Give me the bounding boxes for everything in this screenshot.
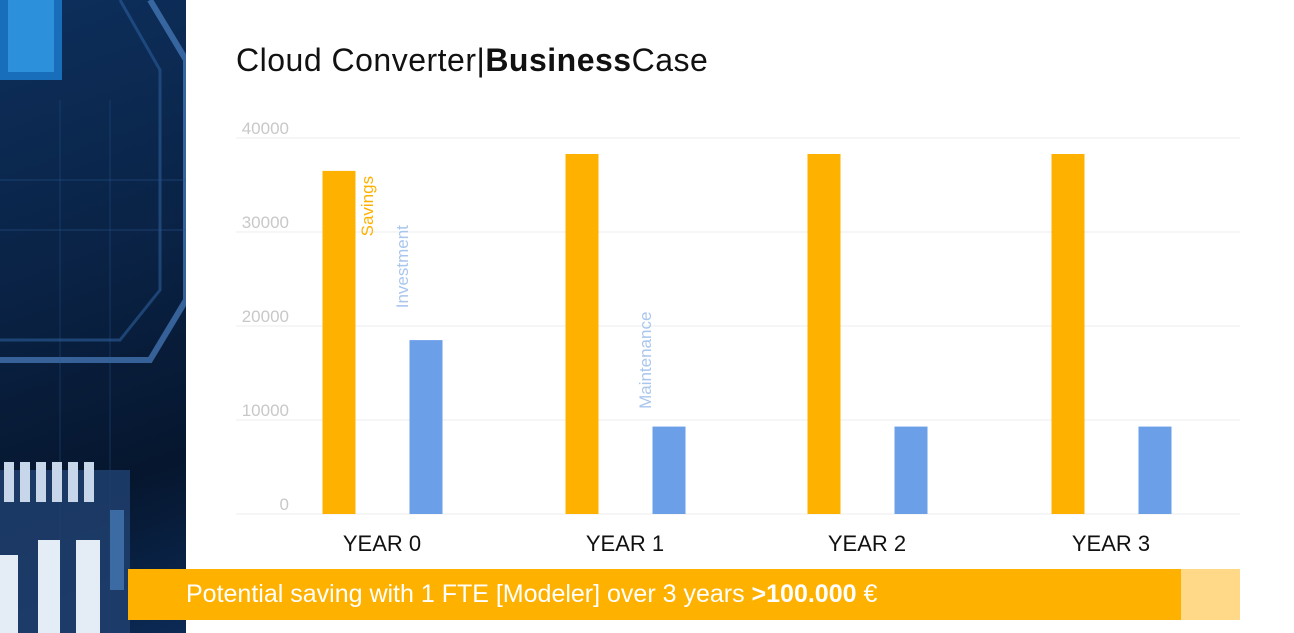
banner-message: Potential saving with 1 FTE [Modeler] ov… (186, 580, 752, 608)
data-annotation: Savings (358, 176, 377, 236)
banner-currency: € (856, 580, 878, 608)
bar (565, 153, 599, 515)
banner-text: Potential saving with 1 FTE [Modeler] ov… (186, 569, 877, 620)
bar (652, 426, 686, 514)
title-suffix: Case (631, 42, 709, 78)
side-decorative-image (0, 0, 186, 633)
title-separator: | (476, 42, 486, 78)
title-bold: Business (485, 42, 632, 78)
bar (409, 340, 443, 514)
page-title: Cloud Converter|BusinessCase (236, 42, 708, 79)
bar (1051, 153, 1085, 515)
banner-highlight: >100.000 (751, 580, 857, 608)
data-annotation: Maintenance (636, 312, 655, 409)
y-tick-label: 20000 (242, 307, 289, 326)
y-tick-label: 30000 (242, 213, 289, 232)
y-tick-label: 40000 (242, 119, 289, 138)
x-tick-label: YEAR 0 (343, 531, 421, 556)
bar (807, 153, 841, 515)
y-tick-label: 10000 (242, 401, 289, 420)
bar (894, 426, 928, 514)
y-tick-label: 0 (280, 495, 289, 514)
savings-banner: Potential saving with 1 FTE [Modeler] ov… (128, 569, 1181, 620)
x-tick-label: YEAR 3 (1072, 531, 1150, 556)
bar (1138, 426, 1172, 514)
x-tick-label: YEAR 1 (586, 531, 664, 556)
bar (322, 170, 356, 514)
data-annotation: Investment (393, 225, 412, 308)
banner-accent (1181, 569, 1240, 620)
title-prefix: Cloud Converter (236, 42, 477, 78)
x-tick-label: YEAR 2 (828, 531, 906, 556)
